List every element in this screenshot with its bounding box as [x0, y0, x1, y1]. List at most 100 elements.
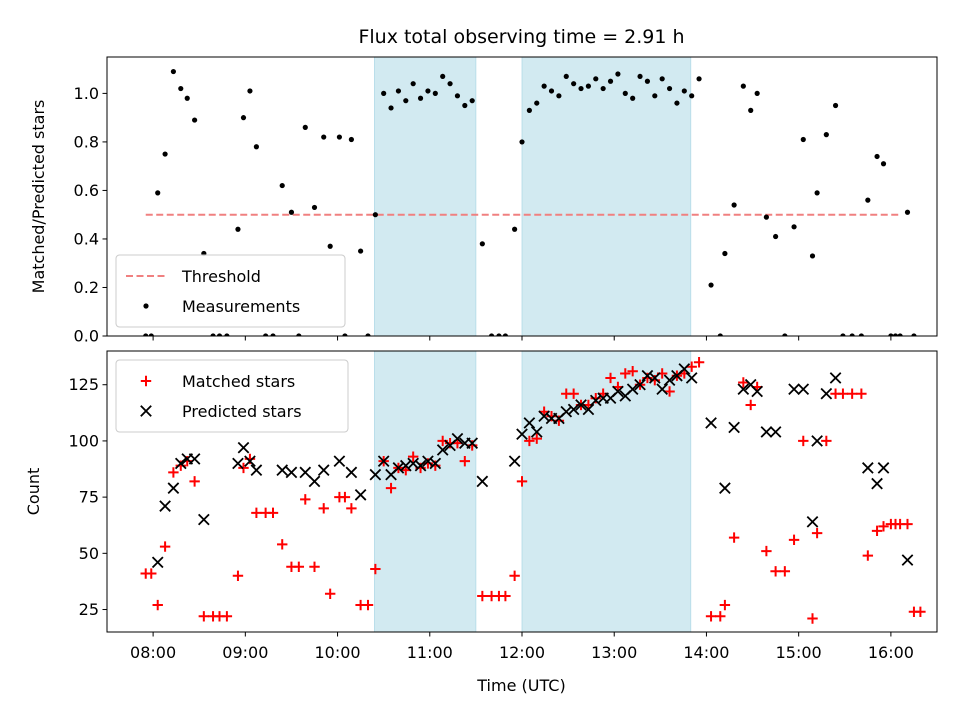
data-point [708, 282, 714, 288]
data-point [170, 68, 176, 75]
legend-marker-swatch [143, 303, 149, 309]
data-point [798, 435, 809, 447]
data-point [722, 250, 728, 257]
data-point [696, 76, 702, 82]
data-point [811, 527, 823, 539]
data-point [399, 459, 412, 472]
data-point [809, 253, 816, 259]
data-point [538, 410, 550, 423]
data-point [686, 361, 697, 372]
shaded-interval-1 [374, 350, 477, 633]
data-point [235, 226, 241, 232]
data-point [901, 554, 914, 566]
legend-box [115, 359, 349, 433]
x-tick-label: 11:00 [407, 643, 453, 662]
data-point [479, 241, 485, 247]
data-point [731, 202, 737, 208]
data-point [417, 95, 424, 101]
data-point [664, 386, 675, 397]
data-point [168, 467, 179, 478]
data-point [748, 107, 754, 113]
data-point [299, 466, 312, 479]
data-point [607, 78, 614, 84]
data-point [800, 136, 806, 143]
data-point [377, 455, 390, 467]
data-point [915, 606, 926, 617]
data-point [370, 563, 381, 575]
data-point [240, 115, 247, 121]
data-point [567, 403, 580, 416]
data-point [250, 464, 263, 476]
data-point [276, 464, 289, 476]
legend-label-predicted-stars: Predicted stars [182, 402, 302, 421]
data-point [600, 85, 606, 92]
data-point [526, 107, 532, 113]
data-point [308, 475, 321, 488]
data-point [392, 462, 405, 474]
data-point [560, 405, 573, 418]
data-point [302, 124, 308, 130]
data-point [151, 556, 164, 569]
data-point [247, 88, 253, 94]
data-point [612, 385, 624, 398]
data-point [221, 611, 233, 622]
x-tick-label: 12:00 [499, 643, 545, 662]
data-point [462, 102, 468, 109]
data-point [615, 71, 621, 77]
data-point [184, 95, 190, 101]
legend-label-measurements: Measurements [182, 297, 300, 316]
data-point [210, 333, 216, 336]
data-point [152, 599, 163, 611]
x-tick-label: 15:00 [776, 643, 822, 662]
data-point [523, 417, 536, 429]
data-point [904, 209, 911, 215]
data-point [877, 462, 890, 474]
data-point [811, 435, 823, 447]
data-point [582, 403, 595, 416]
legend-box [115, 254, 346, 328]
data-point [188, 453, 201, 465]
data-point [365, 333, 371, 336]
data-point [571, 81, 577, 87]
data-point [348, 136, 354, 143]
data-point [627, 366, 638, 377]
data-point [476, 475, 489, 488]
data-point [403, 98, 409, 104]
y-tick-label: 0.2 [74, 278, 99, 297]
data-point [345, 466, 358, 479]
data-point [807, 613, 818, 624]
data-point [648, 372, 661, 384]
data-point [425, 88, 431, 94]
data-point [342, 333, 348, 336]
data-point [429, 457, 442, 470]
series-measurements [143, 68, 917, 336]
data-point [216, 333, 223, 336]
data-point [874, 153, 880, 160]
y-axis-label: Count [24, 468, 43, 516]
data-point [568, 388, 579, 399]
data-point [198, 611, 210, 622]
data-point [728, 421, 740, 434]
data-point [861, 462, 874, 474]
y-tick-label: 0.6 [74, 181, 99, 200]
data-point [693, 357, 705, 368]
data-point [500, 590, 511, 602]
data-point [858, 333, 864, 336]
data-point [354, 489, 367, 501]
data-point [865, 197, 871, 203]
data-point [751, 385, 764, 398]
data-point [689, 93, 695, 99]
data-point [327, 243, 333, 249]
data-point [605, 372, 616, 384]
data-point [244, 455, 256, 467]
data-point [634, 378, 646, 391]
data-point [388, 105, 394, 111]
data-point [589, 394, 602, 407]
data-point [237, 441, 250, 454]
data-point [674, 100, 680, 106]
data-point [837, 388, 849, 399]
data-point [395, 88, 402, 94]
data-point [251, 507, 262, 519]
data-point [663, 374, 676, 387]
y-tick-label: 0.4 [74, 229, 99, 248]
